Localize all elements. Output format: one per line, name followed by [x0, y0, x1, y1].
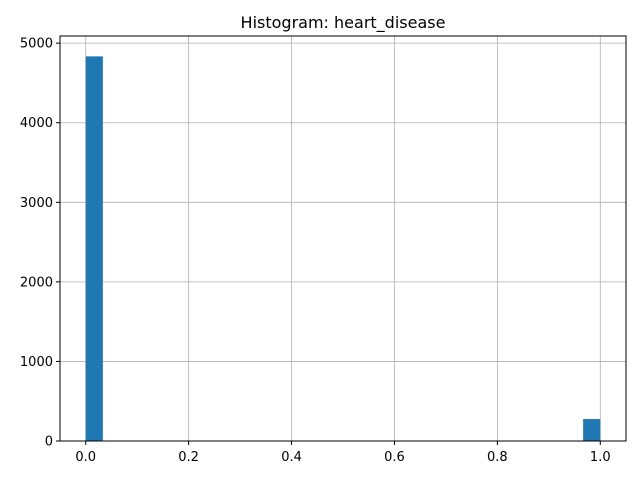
grid-lines	[60, 36, 626, 442]
y-tick-label: 3000	[20, 196, 53, 211]
plot-frame	[59, 35, 627, 442]
histogram-bar	[583, 419, 601, 441]
x-tick-label: 0.8	[487, 450, 508, 465]
y-tick-label: 1000	[20, 355, 53, 370]
x-tick-label: 0.6	[384, 450, 405, 465]
x-tick-label: 1.0	[590, 450, 611, 465]
y-axis: 0 1000 2000 3000 4000 5000	[20, 37, 60, 450]
x-tick-label: 0.0	[75, 450, 96, 465]
x-tick-label: 0.2	[178, 450, 199, 465]
y-tick-label: 5000	[20, 37, 53, 52]
y-tick-label: 4000	[20, 116, 53, 131]
bars	[85, 56, 601, 441]
y-tick-label: 2000	[20, 275, 53, 290]
histogram-bar	[85, 56, 103, 441]
y-tick-label: 0	[45, 435, 53, 450]
x-tick-label: 0.4	[281, 450, 302, 465]
chart-title: Histogram: heart_disease	[241, 13, 446, 33]
x-axis: 0.0 0.2 0.4 0.6 0.8 1.0	[75, 441, 611, 465]
